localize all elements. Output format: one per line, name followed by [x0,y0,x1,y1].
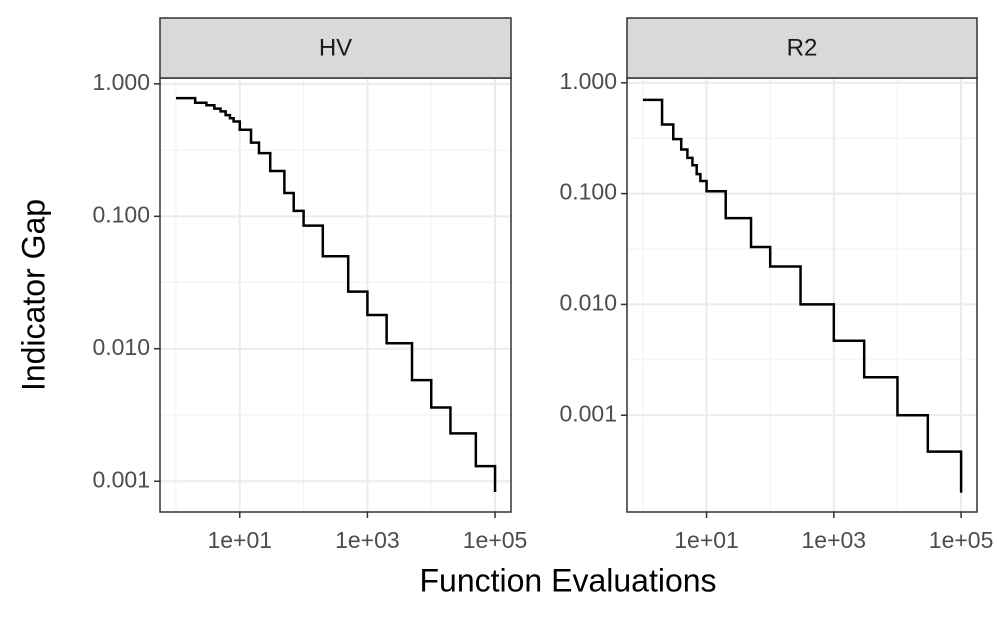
panel-background [627,78,977,512]
y-tick-label: 0.100 [92,201,150,227]
x-tick-label: 1e+05 [929,527,994,553]
strip-title: HV [319,34,352,61]
y-tick-label: 1.000 [559,68,617,94]
y-axis-title: Indicator Gap [15,199,51,391]
x-axis-title: Function Evaluations [419,562,716,598]
x-tick-label: 1e+03 [335,527,400,553]
strip [626,17,978,79]
x-tick-label: 1e+01 [674,527,739,553]
x-tick-label: 1e+01 [207,527,272,553]
strip-title: R2 [787,34,818,61]
data-line [642,98,963,493]
strip [159,17,512,79]
panel-background [160,78,511,512]
y-tick-label: 0.010 [92,334,150,360]
y-tick-label: 0.100 [559,179,617,205]
y-tick-label: 0.001 [559,400,617,426]
y-tick-label: 1.000 [92,69,150,95]
x-tick-label: 1e+03 [802,527,867,553]
y-tick-label: 0.010 [559,290,617,316]
data-line [175,96,497,492]
y-tick-label: 0.001 [92,466,150,492]
x-tick-label: 1e+05 [463,527,528,553]
